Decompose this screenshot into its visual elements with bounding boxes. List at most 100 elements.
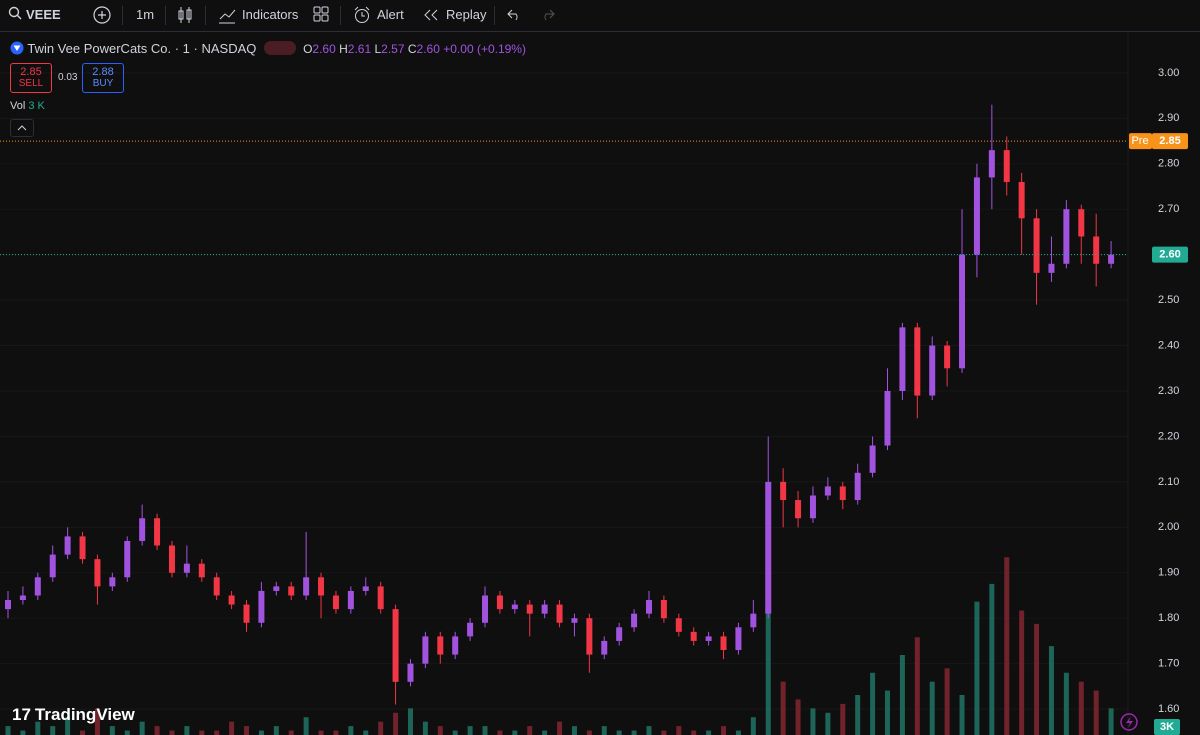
candle-body: [139, 518, 146, 541]
volume-bar: [631, 730, 637, 735]
volume-bar: [929, 681, 935, 735]
c-label: C: [407, 42, 417, 56]
candle-body: [645, 600, 652, 614]
chart: 1.60 1.70 1.80 1.90 2.00 2.10 2.20 2.30 2.40 2.50…: [0, 32, 1200, 735]
o-label: O: [303, 42, 313, 56]
volume-bar: [586, 730, 592, 735]
candle-body: [959, 254, 966, 369]
volume-bar: [5, 726, 11, 735]
indicators[interactable]: Indicators: [242, 7, 299, 22]
candle-body: [79, 536, 86, 560]
candle-body: [109, 577, 116, 587]
symbol-name: Twin Vee PowerCats Co. · 1 · NASDAQ: [27, 41, 257, 56]
candle-body: [631, 613, 638, 628]
volume-bar: [109, 726, 115, 735]
candle-body: [854, 472, 861, 501]
candle-body: [765, 481, 772, 614]
undo-icon[interactable]: [507, 9, 523, 21]
candle-body: [929, 345, 936, 396]
candle-body: [303, 577, 310, 596]
candle-body: [1093, 236, 1100, 264]
volume-bar: [601, 726, 607, 735]
buy-button[interactable]: 2.88 BUY: [82, 63, 124, 93]
candle-body: [869, 445, 876, 473]
volume-bar: [661, 730, 667, 735]
flash-icon: [1120, 713, 1138, 731]
candle-body: [213, 577, 220, 596]
y-tick-label: 2.00: [1158, 521, 1179, 533]
interval[interactable]: 1m: [136, 7, 155, 22]
volume-bar: [80, 730, 86, 735]
candle-body: [273, 586, 280, 591]
brand: 17 TradingView: [12, 705, 135, 724]
price-label: 2.60: [1159, 249, 1180, 261]
h-value: 2.61: [347, 42, 372, 56]
redo-icon[interactable]: [539, 9, 555, 21]
indicators-icon[interactable]: [218, 6, 236, 24]
volume-tag-bg: [1154, 719, 1180, 735]
volume-bar: [810, 708, 816, 735]
candle-body: [1063, 209, 1070, 264]
y-tick-label: 2.40: [1158, 339, 1179, 351]
candle-body: [839, 486, 846, 501]
add-icon[interactable]: [93, 6, 111, 24]
candle-body: [183, 563, 190, 573]
volume-bar: [497, 730, 503, 735]
spread: 0.03: [58, 72, 78, 83]
candle-body: [347, 590, 354, 610]
symbol[interactable]: VEEE: [26, 7, 61, 22]
candle-body: [377, 586, 384, 610]
chart-type-icon[interactable]: [177, 6, 193, 24]
volume-bar: [706, 730, 712, 735]
h-label: H: [339, 42, 348, 56]
candle-body: [601, 640, 608, 655]
search-icon: [8, 6, 22, 20]
candle-body: [482, 595, 489, 623]
candle-body: [675, 618, 682, 632]
c-value: 2.60: [416, 42, 440, 56]
volume-bar: [124, 730, 130, 735]
separator: [165, 6, 166, 25]
o-value: 2.60: [312, 42, 336, 56]
volume-bar: [765, 610, 771, 735]
collapse-button[interactable]: [10, 119, 34, 137]
price-tag: Pre: [1131, 135, 1148, 147]
candle-body: [616, 627, 623, 641]
flash-bolt: [1126, 716, 1133, 728]
y-tick-label: 2.10: [1158, 476, 1179, 488]
candle-body: [407, 663, 414, 682]
y-tick-label: 1.70: [1158, 658, 1179, 670]
volume-bar: [244, 726, 250, 735]
volume-bar: [1078, 681, 1084, 735]
candle-body: [660, 600, 667, 619]
volume-bar: [214, 730, 220, 735]
replay-icon[interactable]: [423, 9, 439, 21]
replay[interactable]: Replay: [446, 7, 487, 22]
buy-label: BUY: [92, 78, 114, 89]
sell-button[interactable]: 2.85 SELL: [10, 63, 52, 93]
alert-icon[interactable]: [353, 6, 371, 24]
candle-body: [720, 636, 727, 651]
candle-body: [795, 500, 802, 519]
volume-bar: [20, 730, 26, 735]
alert[interactable]: Alert: [377, 7, 404, 22]
volume-bar: [50, 726, 56, 735]
volume-bar: [1034, 623, 1040, 735]
volume-legend: Vol 3 K: [10, 100, 45, 112]
y-tick-label: 2.50: [1158, 294, 1179, 306]
volume-bar: [735, 730, 741, 735]
volume-bar: [139, 721, 145, 735]
vol-value: 3 K: [28, 100, 45, 112]
candle-body: [780, 481, 787, 501]
y-tick-label: 2.90: [1158, 112, 1179, 124]
candle-body: [973, 177, 980, 255]
volume-bar: [557, 721, 563, 735]
candle-body: [452, 636, 459, 655]
layout-icon[interactable]: [313, 6, 329, 22]
volume-bar: [1048, 646, 1054, 735]
candle-body: [198, 563, 205, 578]
candle-body: [914, 327, 921, 396]
volume-bar: [616, 730, 622, 735]
volume-bar: [974, 601, 980, 735]
